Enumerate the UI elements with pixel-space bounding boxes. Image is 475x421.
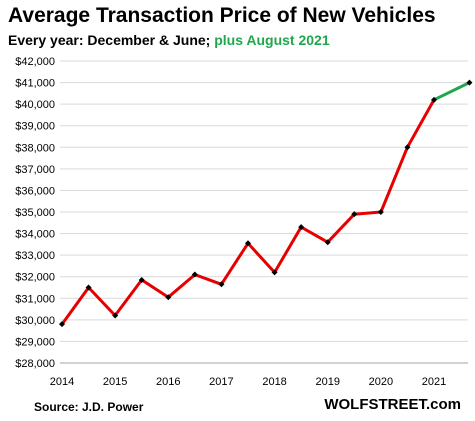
x-tick-label: 2021 <box>422 376 446 388</box>
data-point <box>404 144 411 151</box>
subtitle-accent: plus August 2021 <box>214 32 330 48</box>
source-note: Source: J.D. Power <box>34 400 144 414</box>
y-tick-label: $34,000 <box>15 229 55 241</box>
y-tick-label: $35,000 <box>15 207 55 219</box>
y-tick-label: $38,000 <box>15 142 55 154</box>
x-tick-label: 2016 <box>156 376 180 388</box>
data-point <box>59 321 65 328</box>
x-tick-label: 2015 <box>103 376 127 388</box>
y-tick-label: $33,000 <box>15 250 55 262</box>
y-axis-labels: $28,000 $29,000 $30,000 $31,000 $32,000 $33,0… <box>15 56 55 370</box>
brand-logo-text: WOLFSTREET.com <box>324 396 461 413</box>
data-point <box>377 209 384 215</box>
y-tick-label: $36,000 <box>15 185 55 197</box>
data-markers <box>59 79 473 328</box>
data-point <box>85 284 92 291</box>
data-point <box>191 271 198 278</box>
y-tick-label: $39,000 <box>15 121 55 133</box>
y-tick-label: $40,000 <box>15 99 55 111</box>
data-point <box>324 239 331 246</box>
series-lines <box>60 81 471 326</box>
gridlines <box>60 60 468 364</box>
y-tick-label: $37,000 <box>15 164 55 176</box>
data-point <box>138 276 145 283</box>
data-point <box>245 240 251 247</box>
x-axis-labels: 2014 2015 2016 2017 2018 2019 2020 2021 <box>50 376 446 388</box>
y-tick-label: $32,000 <box>15 272 55 284</box>
y-tick-label: $42,000 <box>15 56 55 68</box>
data-point <box>351 211 358 218</box>
data-point <box>112 312 119 319</box>
x-tick-label: 2019 <box>315 376 339 388</box>
y-tick-label: $28,000 <box>15 358 55 370</box>
data-point <box>298 224 305 231</box>
x-tick-label: 2017 <box>209 376 233 388</box>
chart-subtitle: Every year: December & June; plus August… <box>8 32 330 48</box>
data-point <box>271 269 278 276</box>
x-tick-label: 2014 <box>50 376 74 388</box>
subtitle-main: Every year: December & June; <box>8 32 215 48</box>
x-tick-label: 2020 <box>369 376 393 388</box>
y-tick-label: $29,000 <box>15 336 55 348</box>
y-tick-label: $41,000 <box>15 78 55 90</box>
series-line <box>433 81 471 102</box>
data-point <box>431 96 437 103</box>
y-tick-label: $30,000 <box>15 315 55 327</box>
chart-title: Average Transaction Price of New Vehicle… <box>8 4 436 27</box>
data-point <box>165 294 172 301</box>
data-point <box>466 79 473 86</box>
x-tick-label: 2018 <box>262 376 286 388</box>
data-point <box>218 281 225 288</box>
y-tick-label: $31,000 <box>15 293 55 305</box>
